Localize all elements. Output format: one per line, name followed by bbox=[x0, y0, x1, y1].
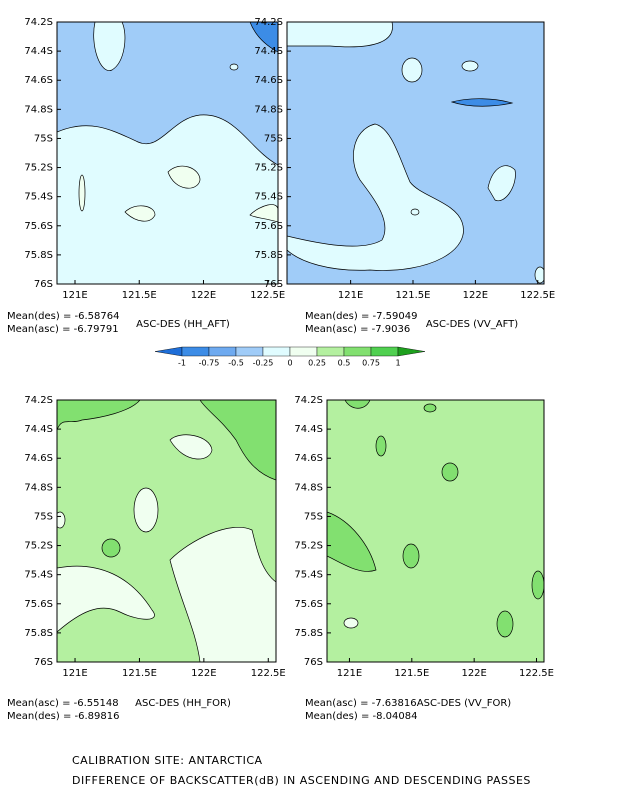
colorbar-label: 0 bbox=[287, 359, 292, 368]
colorbar-swatch bbox=[370, 346, 399, 357]
y-tick-label: 74.6S bbox=[24, 75, 53, 86]
y-tick-label: 75.4S bbox=[24, 192, 53, 203]
colorbar-swatch bbox=[343, 346, 372, 357]
panel-title: ASC-DES (HH_FOR) bbox=[135, 698, 231, 709]
colorbar-swatch bbox=[235, 346, 264, 357]
colorbar-swatch bbox=[289, 346, 318, 357]
x-tick-label: 122E bbox=[191, 668, 216, 679]
panel-title: ASC-DES (VV_AFT) bbox=[426, 319, 518, 330]
colorbar-swatch bbox=[208, 346, 237, 357]
y-tick-label: 76S bbox=[304, 657, 323, 668]
colorbar-swatch bbox=[181, 346, 210, 357]
colorbar-label: 0.25 bbox=[308, 359, 326, 368]
plot-frame bbox=[56, 399, 277, 663]
y-tick-label: 76S bbox=[34, 279, 53, 290]
x-tick-label: 121E bbox=[62, 668, 87, 679]
y-tick-label: 74.6S bbox=[254, 75, 283, 86]
x-tick-label: 122.5E bbox=[520, 290, 555, 301]
x-tick-label: 122E bbox=[461, 668, 486, 679]
y-tick-label: 75.4S bbox=[254, 192, 283, 203]
y-tick-label: 75.6S bbox=[24, 599, 53, 610]
caption: DIFFERENCE OF BACKSCATTER(dB) IN ASCENDI… bbox=[72, 774, 531, 787]
y-tick-label: 75.6S bbox=[294, 599, 323, 610]
y-tick-label: 74.8S bbox=[254, 104, 283, 115]
y-tick-label: 75.4S bbox=[24, 570, 53, 581]
mean-annotation: Mean(asc) = -6.55148 bbox=[7, 698, 119, 709]
y-tick-label: 75.8S bbox=[24, 628, 53, 639]
mean-annotation: Mean(asc) = -6.79791 bbox=[7, 324, 119, 335]
y-tick-label: 75S bbox=[304, 511, 323, 522]
y-tick-label: 74.2S bbox=[294, 395, 323, 406]
colorbar-label: -0.5 bbox=[228, 359, 244, 368]
mean-annotation: Mean(des) = -6.58764 bbox=[7, 311, 119, 322]
y-tick-label: 76S bbox=[264, 279, 283, 290]
colorbar-label: 1 bbox=[395, 359, 400, 368]
colorbar-swatch bbox=[154, 346, 183, 357]
y-tick-label: 74.8S bbox=[24, 104, 53, 115]
y-tick-label: 76S bbox=[34, 657, 53, 668]
y-tick-label: 75.2S bbox=[254, 163, 283, 174]
contour-fill bbox=[57, 22, 278, 284]
x-tick-label: 121.5E bbox=[396, 290, 431, 301]
x-tick-label: 121E bbox=[62, 290, 87, 301]
y-tick-label: 75.8S bbox=[254, 250, 283, 261]
colorbar-label: 0.5 bbox=[338, 359, 351, 368]
y-tick-label: 74.2S bbox=[254, 17, 283, 28]
x-tick-label: 122.5E bbox=[251, 668, 286, 679]
y-tick-label: 75.2S bbox=[24, 163, 53, 174]
mean-annotation: Mean(asc) = -7.63816 bbox=[305, 698, 417, 709]
mean-annotation: Mean(des) = -6.89816 bbox=[7, 711, 119, 722]
y-tick-label: 74.2S bbox=[24, 17, 53, 28]
caption: CALIBRATION SITE: ANTARCTICA bbox=[72, 754, 263, 767]
y-tick-label: 75.6S bbox=[254, 221, 283, 232]
plot-frame bbox=[286, 21, 545, 285]
y-tick-label: 74.2S bbox=[24, 395, 53, 406]
y-tick-label: 75.4S bbox=[294, 570, 323, 581]
y-tick-label: 75.6S bbox=[24, 221, 53, 232]
panel-title: ASC-DES (VV_FOR) bbox=[417, 698, 511, 709]
contour-fill bbox=[57, 400, 276, 662]
mean-annotation: Mean(des) = -7.59049 bbox=[305, 311, 417, 322]
y-tick-label: 75S bbox=[264, 133, 283, 144]
y-tick-label: 74.4S bbox=[24, 424, 53, 435]
plot-frame bbox=[326, 399, 545, 663]
x-tick-label: 122E bbox=[463, 290, 488, 301]
y-tick-label: 74.4S bbox=[254, 46, 283, 57]
y-tick-label: 75.2S bbox=[24, 541, 53, 552]
y-tick-label: 74.8S bbox=[294, 482, 323, 493]
y-tick-label: 74.6S bbox=[24, 453, 53, 464]
y-tick-label: 75S bbox=[34, 511, 53, 522]
colorbar-label: -1 bbox=[178, 359, 186, 368]
x-tick-label: 122.5E bbox=[250, 290, 285, 301]
x-tick-label: 121.5E bbox=[394, 668, 429, 679]
panel-title: ASC-DES (HH_AFT) bbox=[136, 319, 230, 330]
mean-annotation: Mean(asc) = -7.9036 bbox=[305, 324, 410, 335]
y-tick-label: 75S bbox=[34, 133, 53, 144]
plot-frame bbox=[56, 21, 279, 285]
y-tick-label: 74.6S bbox=[294, 453, 323, 464]
y-tick-label: 74.4S bbox=[24, 46, 53, 57]
colorbar-swatch bbox=[316, 346, 345, 357]
x-tick-label: 121E bbox=[337, 668, 362, 679]
contour-fill bbox=[287, 22, 544, 284]
colorbar-swatch bbox=[262, 346, 291, 357]
x-tick-label: 122.5E bbox=[519, 668, 554, 679]
mean-annotation: Mean(des) = -8.04084 bbox=[305, 711, 417, 722]
contour-fill bbox=[327, 400, 544, 662]
y-tick-label: 75.8S bbox=[294, 628, 323, 639]
y-tick-label: 74.4S bbox=[294, 424, 323, 435]
colorbar-label: -0.75 bbox=[199, 359, 220, 368]
colorbar-swatch bbox=[397, 346, 426, 357]
x-tick-label: 121.5E bbox=[122, 290, 157, 301]
y-tick-label: 75.8S bbox=[24, 250, 53, 261]
y-tick-label: 75.2S bbox=[294, 541, 323, 552]
x-tick-label: 121E bbox=[338, 290, 363, 301]
y-tick-label: 74.8S bbox=[24, 482, 53, 493]
x-tick-label: 122E bbox=[191, 290, 216, 301]
colorbar-label: 0.75 bbox=[362, 359, 380, 368]
colorbar-label: -0.25 bbox=[253, 359, 274, 368]
x-tick-label: 121.5E bbox=[122, 668, 157, 679]
